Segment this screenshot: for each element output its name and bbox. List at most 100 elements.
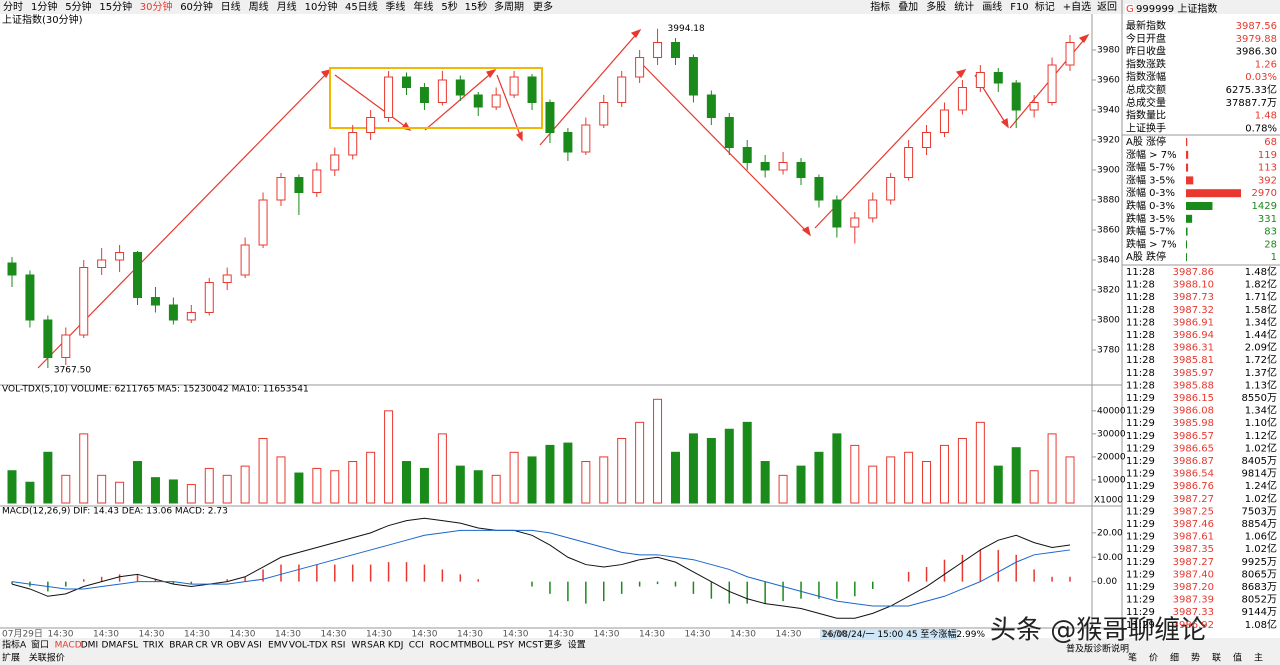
volume-bar — [79, 433, 89, 504]
period-tab[interactable]: 60分钟 — [180, 0, 213, 13]
bottom-icon[interactable]: 势 — [1191, 652, 1200, 664]
indicator-tab[interactable]: MACD — [55, 641, 82, 651]
volume-bar — [402, 461, 412, 504]
indicator-tab[interactable]: VR — [211, 641, 223, 651]
candle-body — [204, 282, 214, 313]
macd-header: MACD(12,26,9) DIF: 14.43 DEA: 13.06 MACD… — [2, 507, 228, 517]
indicator-tab[interactable]: BRAR — [169, 641, 193, 651]
indicator-tab[interactable]: TRIX — [142, 641, 164, 651]
volume-bar — [97, 474, 107, 504]
tick-time: 11:29 — [1126, 443, 1155, 454]
candle-body — [563, 132, 573, 153]
candle-body — [437, 79, 447, 103]
candle-body — [1047, 64, 1057, 103]
volume-bar — [1011, 447, 1021, 504]
candle-body — [330, 154, 340, 171]
indicator-tab[interactable]: BOLL — [471, 641, 494, 651]
breadth-bar — [1186, 253, 1187, 262]
indicator-tab[interactable]: 指标A — [2, 639, 27, 651]
period-tab[interactable]: 日线 — [221, 0, 241, 13]
indicator-tab[interactable]: ROC — [430, 641, 450, 651]
y-tick-label: 10.00 — [1097, 553, 1123, 563]
bottom-icon[interactable]: 笔 — [1128, 652, 1137, 664]
bottom-icon[interactable]: 价 — [1149, 653, 1158, 664]
tick-amount: 9814万 — [1242, 469, 1277, 480]
tool-button[interactable]: 多股 — [926, 0, 946, 13]
y-tick-label: 20.00 — [1097, 528, 1123, 538]
period-tab[interactable]: 15秒 — [465, 0, 488, 13]
period-tab[interactable]: 5秒 — [441, 0, 457, 13]
indicator-tab[interactable]: 设置 — [568, 640, 586, 651]
indicator-tab[interactable]: WR — [352, 641, 367, 651]
volume-bar — [1065, 456, 1075, 504]
tool-button[interactable]: 返回 — [1097, 1, 1117, 13]
y-tick-label: 3780 — [1097, 346, 1120, 356]
tool-button[interactable]: 标记 — [1035, 1, 1055, 13]
indicator-tab[interactable]: PSY — [497, 641, 514, 651]
y-tick-label: 3860 — [1097, 226, 1120, 236]
breadth-label: 跌幅 5-7% — [1126, 225, 1175, 238]
period-tab[interactable]: 10分钟 — [305, 0, 338, 13]
indicator-tab[interactable]: FSL — [122, 641, 138, 651]
indicator-tab[interactable]: RSI — [331, 641, 346, 651]
indicator-tab[interactable]: ASI — [247, 641, 262, 651]
indicator-tab[interactable]: EMV — [268, 641, 288, 651]
breadth-bar — [1186, 176, 1194, 185]
bottom-icon[interactable]: 细 — [1170, 652, 1179, 664]
low-label: 3767.50 — [54, 366, 91, 376]
indicator-tab[interactable]: MTM — [450, 641, 471, 651]
volume-bar — [904, 451, 914, 504]
indicator-tab[interactable]: DMA — [102, 641, 124, 651]
y-tick-label: 0.00 — [1097, 577, 1117, 587]
indicator-tab[interactable]: OBV — [226, 641, 246, 651]
period-tab[interactable]: 5分钟 — [65, 0, 91, 13]
period-tab[interactable]: 15分钟 — [99, 0, 132, 13]
period-tab[interactable]: 多周期 — [494, 0, 524, 13]
x-label: 14:30 — [48, 630, 74, 640]
candle-body — [79, 267, 89, 336]
indicator-tab[interactable]: DMI — [81, 641, 98, 651]
tick-time: 11:29 — [1126, 582, 1155, 593]
indicator-tab[interactable]: 更多 — [544, 639, 562, 651]
tool-button[interactable]: 画线 — [982, 0, 1002, 13]
indicator-tab[interactable]: VOL-TDX — [289, 641, 328, 651]
tool-button[interactable]: 叠加 — [898, 1, 918, 13]
x-label: 14:30 — [594, 630, 620, 640]
tool-button[interactable]: 指标 — [870, 0, 890, 13]
indicator-tab[interactable]: KDJ — [388, 641, 404, 651]
tool-button[interactable]: F10 — [1010, 2, 1028, 13]
bottom-icon[interactable]: 主 — [1254, 652, 1263, 664]
period-tab[interactable]: 月线 — [277, 0, 297, 13]
bottom-icon[interactable]: 联 — [1212, 653, 1221, 664]
tool-button[interactable]: 统计 — [954, 0, 974, 13]
period-tab[interactable]: 30分钟 — [140, 0, 173, 13]
candle-body — [850, 217, 860, 228]
period-tab[interactable]: 分时 — [3, 1, 23, 13]
indicator-tab[interactable]: 窗口 — [31, 639, 49, 651]
volume-bar — [778, 474, 788, 504]
period-tab[interactable]: 1分钟 — [31, 0, 57, 13]
indicator-tab[interactable]: CR — [195, 641, 208, 651]
bottom-right-label: 普及版诊断说明 — [1066, 643, 1129, 655]
period-tab[interactable]: 45日线 — [345, 0, 378, 13]
candle-body — [886, 177, 896, 201]
candle-body — [455, 79, 465, 96]
tabbar-bg — [0, 638, 1280, 665]
candle-body — [133, 252, 143, 298]
indicator-tab[interactable]: CCI — [409, 641, 424, 651]
tick-time: 11:28 — [1126, 280, 1155, 291]
quote-value: 0.03% — [1245, 72, 1277, 83]
period-tab[interactable]: 年线 — [413, 0, 433, 13]
ext-tab[interactable]: 关联报价 — [29, 652, 65, 664]
indicator-tab[interactable]: SAR — [367, 641, 385, 651]
period-tab[interactable]: 更多 — [533, 0, 553, 13]
bottom-icon[interactable]: 值 — [1233, 652, 1242, 664]
period-tab[interactable]: 周线 — [249, 0, 269, 13]
indicator-tab[interactable]: MCST — [518, 641, 544, 651]
badge: G — [1126, 4, 1134, 15]
ext-tab[interactable]: 扩展 — [2, 652, 20, 664]
tool-button[interactable]: +自选 — [1063, 0, 1091, 13]
candle-body — [993, 72, 1003, 84]
candle-body — [43, 319, 53, 358]
period-tab[interactable]: 季线 — [385, 0, 405, 13]
